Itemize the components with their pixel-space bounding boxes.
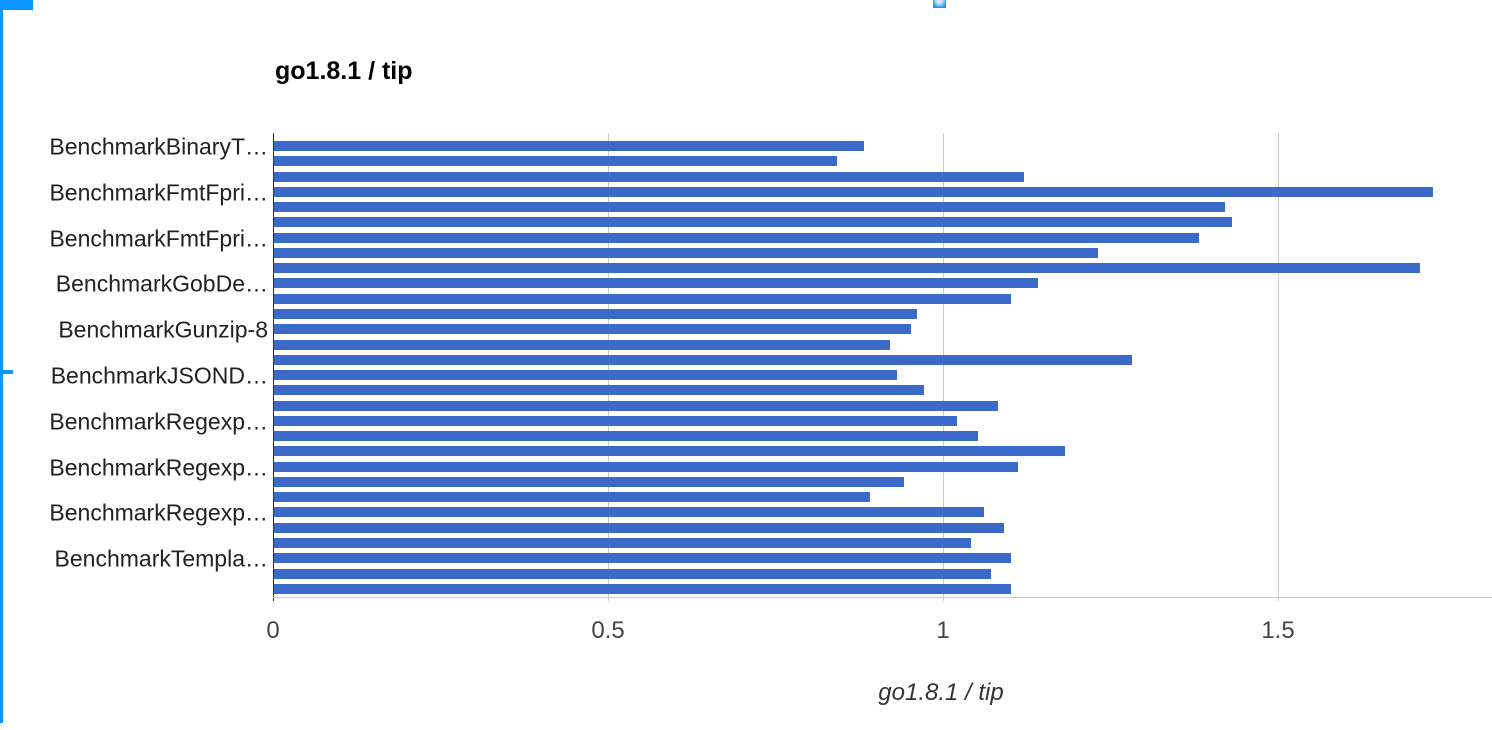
x-gridline <box>1278 133 1279 601</box>
bar[interactable] <box>274 492 870 503</box>
bar[interactable] <box>274 156 837 167</box>
bar[interactable] <box>274 507 984 518</box>
bar[interactable] <box>274 446 1065 457</box>
bar[interactable] <box>274 538 971 549</box>
bar[interactable] <box>274 232 1199 243</box>
bar[interactable] <box>274 415 957 426</box>
y-axis-label: BenchmarkGobDe… <box>55 270 268 297</box>
selection-border-left <box>0 0 3 723</box>
bar[interactable] <box>274 553 1011 564</box>
bar[interactable] <box>274 522 1004 533</box>
bar[interactable] <box>274 431 978 442</box>
y-axis-label: BenchmarkGunzip-8 <box>58 316 268 343</box>
x-axis-baseline <box>273 597 1492 598</box>
bar[interactable] <box>274 247 1098 258</box>
bar[interactable] <box>274 293 1011 304</box>
x-tick-label: 1 <box>936 617 950 644</box>
bar[interactable] <box>274 476 904 487</box>
bar[interactable] <box>274 202 1225 213</box>
y-axis-label: BenchmarkRegexp… <box>49 454 268 481</box>
bar[interactable] <box>274 278 1038 289</box>
y-axis-label: BenchmarkFmtFpri… <box>49 225 268 252</box>
bar[interactable] <box>274 339 890 350</box>
x-gridline <box>608 133 609 601</box>
bar[interactable] <box>274 263 1420 274</box>
x-tick-label: 1.5 <box>1261 617 1295 644</box>
y-axis-label: BenchmarkFmtFpri… <box>49 179 268 206</box>
y-axis-label: BenchmarkTempla… <box>54 545 268 572</box>
x-axis-zero-line <box>273 133 274 601</box>
selection-handle-top-middle[interactable] <box>933 0 946 8</box>
bar[interactable] <box>274 583 1011 594</box>
bar[interactable] <box>274 385 924 396</box>
bar[interactable] <box>274 308 917 319</box>
x-tick-label: 0 <box>266 617 280 644</box>
y-axis-label: BenchmarkRegexp… <box>49 499 268 526</box>
bar[interactable] <box>274 568 991 579</box>
bar[interactable] <box>274 186 1433 197</box>
bar[interactable] <box>274 141 864 151</box>
bar[interactable] <box>274 400 998 411</box>
x-axis-title: go1.8.1 / tip <box>878 679 1004 706</box>
y-axis-label: BenchmarkJSOND… <box>50 362 268 389</box>
y-axis-label: BenchmarkBinaryT… <box>49 133 268 160</box>
selection-handle-top-left[interactable] <box>0 0 33 10</box>
bar[interactable] <box>274 217 1232 228</box>
x-gridline <box>943 133 944 601</box>
y-axis-label: BenchmarkRegexp… <box>49 408 268 435</box>
x-tick-label: 0.5 <box>591 617 625 644</box>
bar[interactable] <box>274 461 1018 472</box>
chart-title: go1.8.1 / tip <box>275 57 413 85</box>
bar[interactable] <box>274 324 911 335</box>
selection-handle-middle-left[interactable] <box>0 370 13 374</box>
bar[interactable] <box>274 171 1024 182</box>
bar[interactable] <box>274 354 1132 365</box>
bar[interactable] <box>274 370 897 381</box>
